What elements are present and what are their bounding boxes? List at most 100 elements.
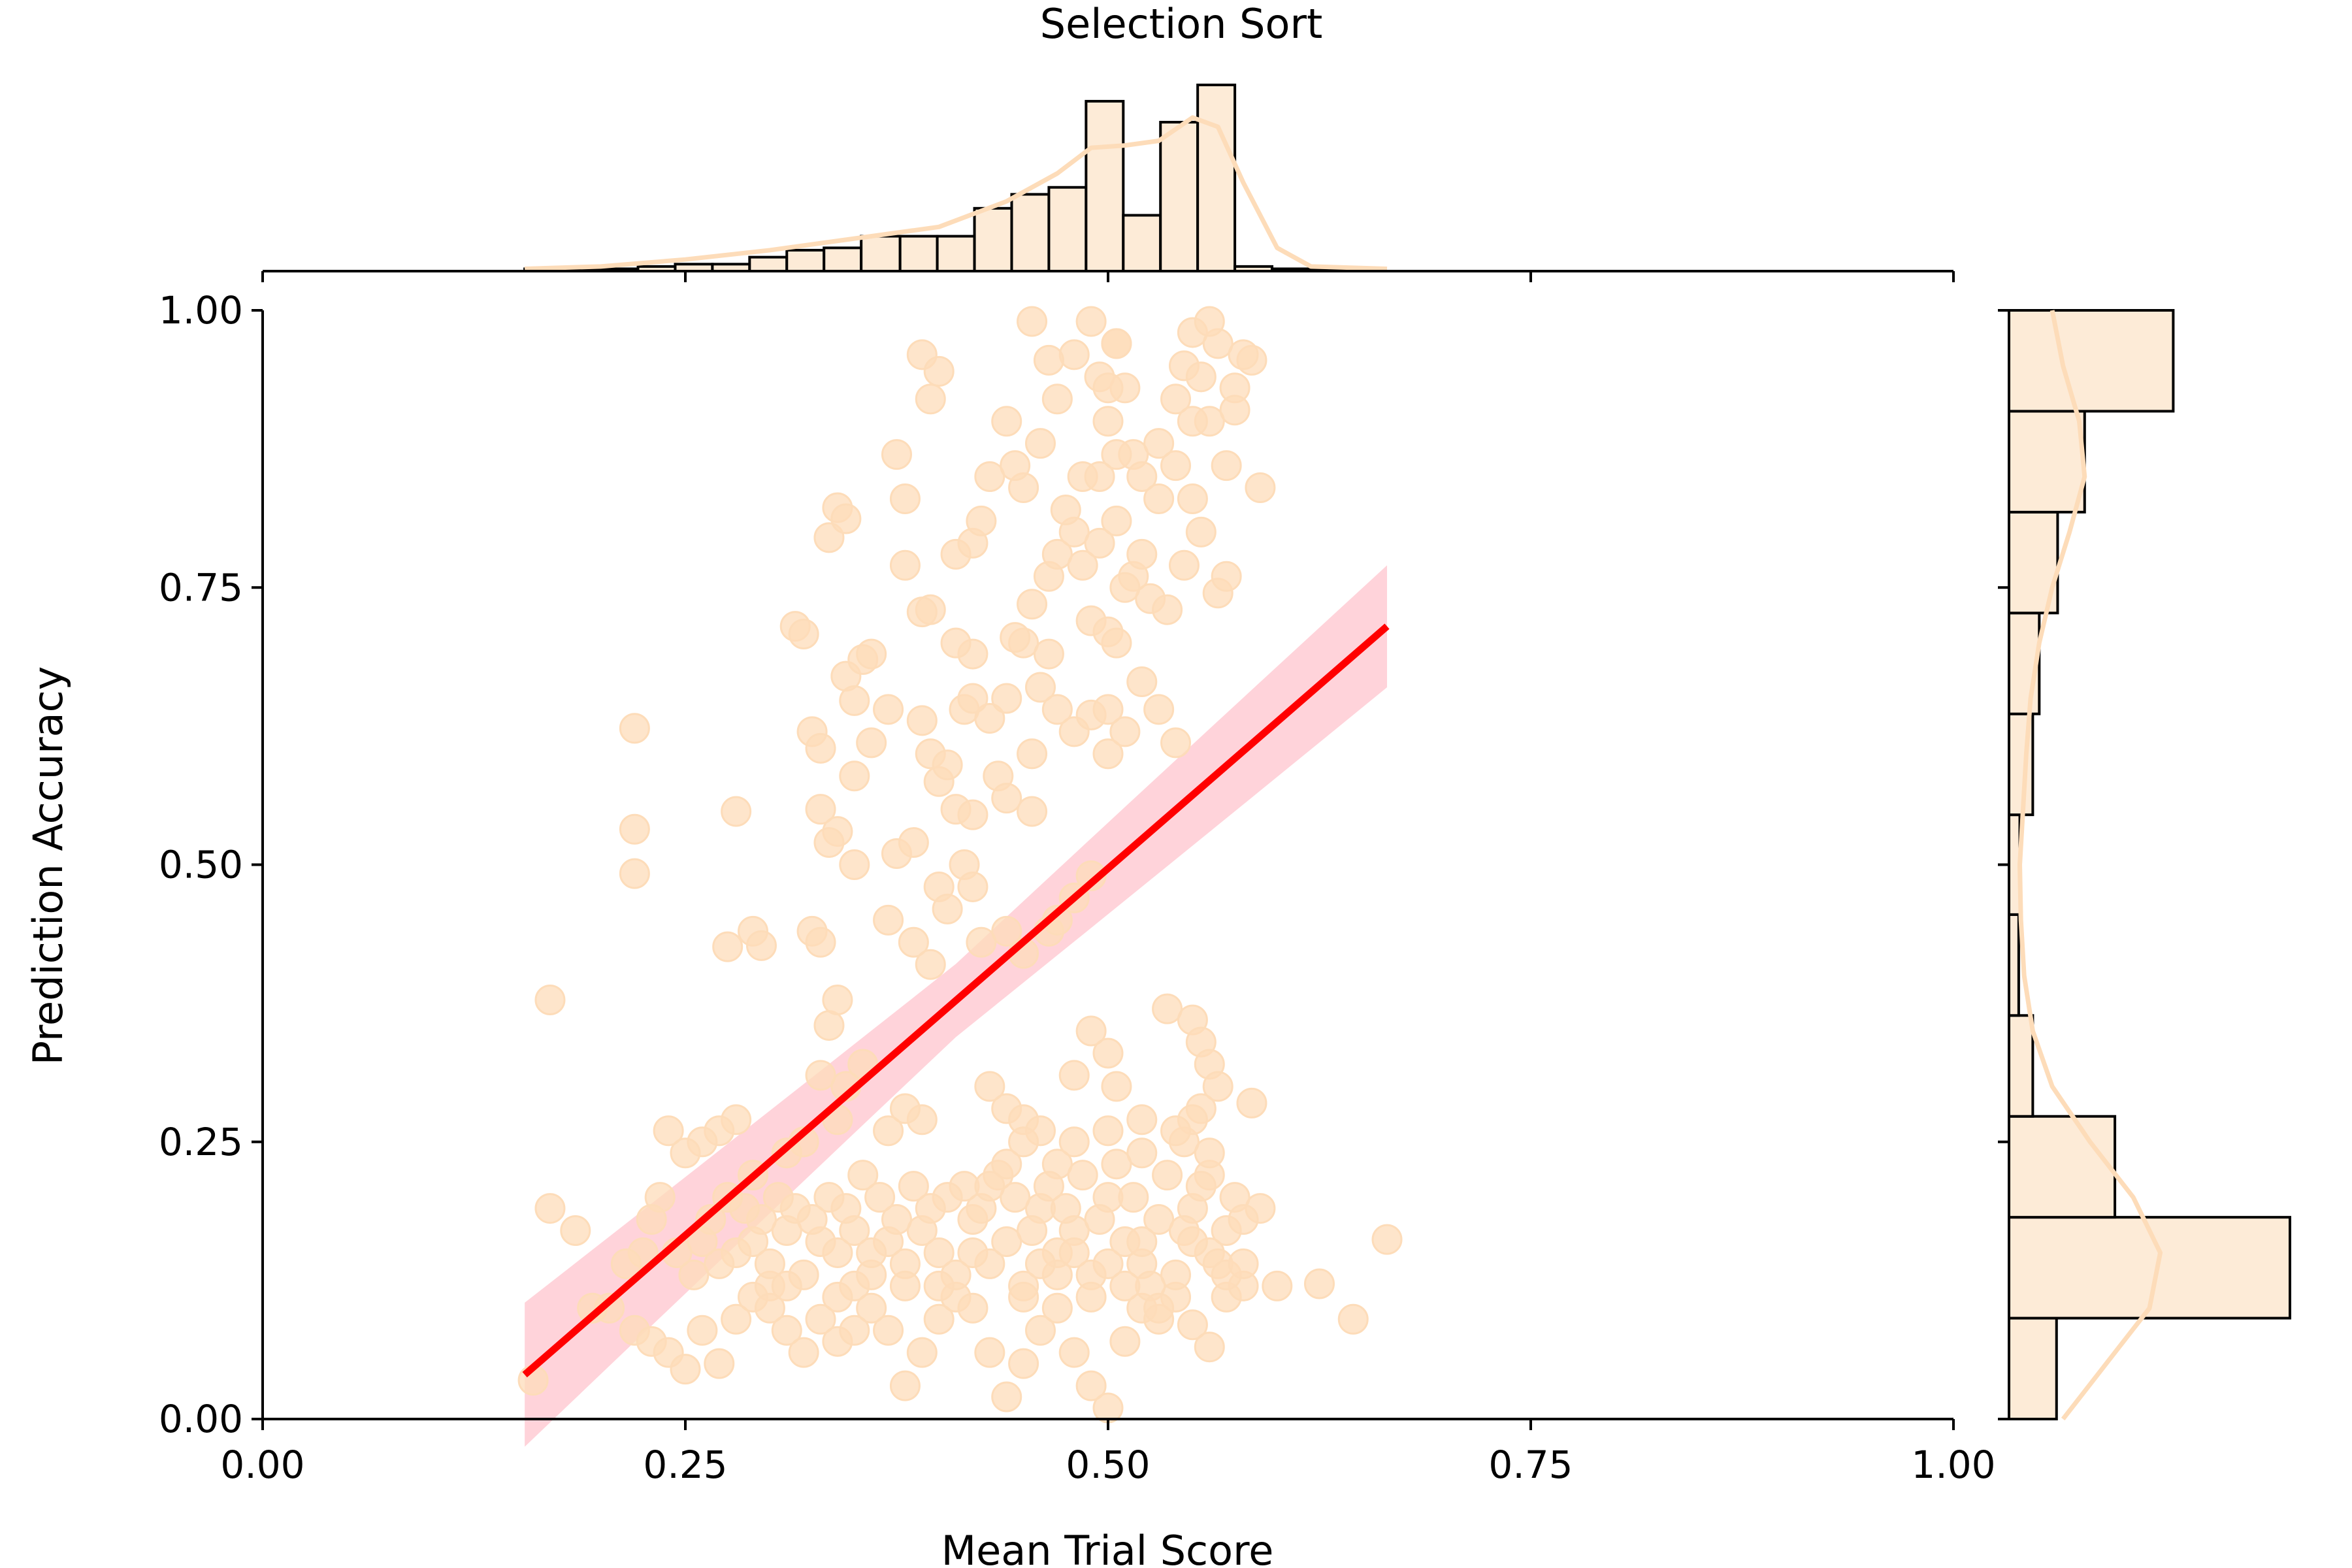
scatter-point [771,1270,802,1301]
scatter-point [957,799,988,830]
scatter-point [991,915,1022,947]
scatter-point [670,1354,701,1385]
scatter-point [1118,1182,1149,1213]
scatter-point [991,783,1022,814]
scatter-point [619,813,650,845]
scatter-point [1101,439,1132,470]
scatter-point [1143,428,1175,459]
scatter-point [898,926,929,958]
scatter-point [1185,516,1217,547]
scatter-point [1126,1137,1158,1169]
scatter-point [1185,1171,1217,1202]
scatter-point [1126,1226,1158,1257]
top-hist-bar [1196,84,1237,272]
scatter-point [687,1226,718,1257]
scatter-point [915,949,946,980]
scatter-point [1109,1270,1141,1301]
scatter-point [957,1292,988,1324]
right-kde-curve [2017,310,2163,1421]
scatter-point [1109,572,1141,603]
y-axis-title: Prediction Accuracy [24,666,72,1066]
top-hist-bar [1010,193,1051,272]
scatter-point [1194,1331,1225,1363]
scatter-point [1101,1149,1132,1180]
scatter-point [1075,306,1107,337]
scatter-point [1152,594,1183,625]
scatter-point [754,1292,785,1324]
scatter-point [1160,1259,1192,1290]
scatter-point [1041,904,1073,936]
scatter-point [1101,1071,1132,1102]
scatter-point [864,1182,896,1213]
scatter-point [1101,505,1132,536]
scatter-point [721,1303,752,1335]
y-tick-label: 0.50 [159,843,243,887]
scatter-point [974,1071,1005,1102]
scatter-point [1160,384,1192,415]
scatter-point [687,1315,718,1346]
scatter-point [1152,1160,1183,1191]
scatter-point [1126,666,1158,697]
scatter-point [1008,1348,1039,1379]
top-marginal-histogram [263,84,1953,272]
scatter-point [1041,694,1073,725]
scatter-point [1092,372,1124,404]
scatter-point [1194,306,1225,337]
y-tick-label: 0.00 [159,1397,243,1441]
right-hist-bar [2008,309,2175,413]
top-hist-bar [1085,99,1125,272]
scatter-point [873,1115,904,1147]
scatter-point [957,871,988,902]
y-axis-ticks: 0.00 0.25 0.50 0.75 1.00 [159,288,2009,1441]
scatter-point [1050,1193,1081,1224]
scatter-point [1075,860,1107,891]
scatter-point [957,1237,988,1268]
top-hist-bar [748,255,789,272]
scatter-point [1092,1037,1124,1069]
scatter-point [1058,1126,1090,1158]
scatter-point [1033,638,1064,670]
scatter-point [1211,450,1242,482]
top-hist-bar [1122,214,1162,272]
scatter-point [856,638,887,670]
scatter-point [788,1337,819,1368]
scatter-point [1075,1370,1107,1401]
scatter-point [1033,344,1064,376]
scatter-point [873,1315,904,1346]
scatter-point [1101,627,1132,659]
x-tick-label: 0.00 [220,1443,304,1487]
scatter-point [991,1149,1022,1180]
scatter-point [704,1348,735,1379]
scatter-point [1236,1087,1267,1119]
scatter-point [881,439,912,470]
scatter-point [813,1010,845,1041]
scatter-point [762,1182,794,1213]
scatter-point [1024,1248,1056,1279]
right-hist-bar [2008,913,2020,1017]
scatter-point [1008,1281,1039,1313]
scatter-point [906,1337,938,1368]
chart-title: Selection Sort [1040,0,1323,48]
scatter-point [1211,561,1242,592]
top-hist-bar [973,206,1013,272]
scatter-point [839,849,870,880]
scatter-point [1041,1292,1073,1324]
scatter-point [966,505,997,536]
scatter-point [1245,472,1276,504]
scatter-point [1304,1268,1335,1299]
scatter-point [991,1381,1022,1413]
scatter-point [1160,727,1192,759]
scatter-point [1017,738,1048,770]
scatter-point [805,794,836,825]
top-hist-bar [785,248,826,272]
x-tick-label: 0.50 [1066,1443,1150,1487]
scatter-point [670,1137,701,1169]
scatter-point [889,483,921,514]
scatter-point [534,985,566,1016]
scatter-point [1143,483,1175,514]
top-hist-bar [1159,121,1200,272]
top-kde-curve [525,115,1388,271]
scatter-point [1228,339,1259,370]
scatter-point [974,461,1005,493]
